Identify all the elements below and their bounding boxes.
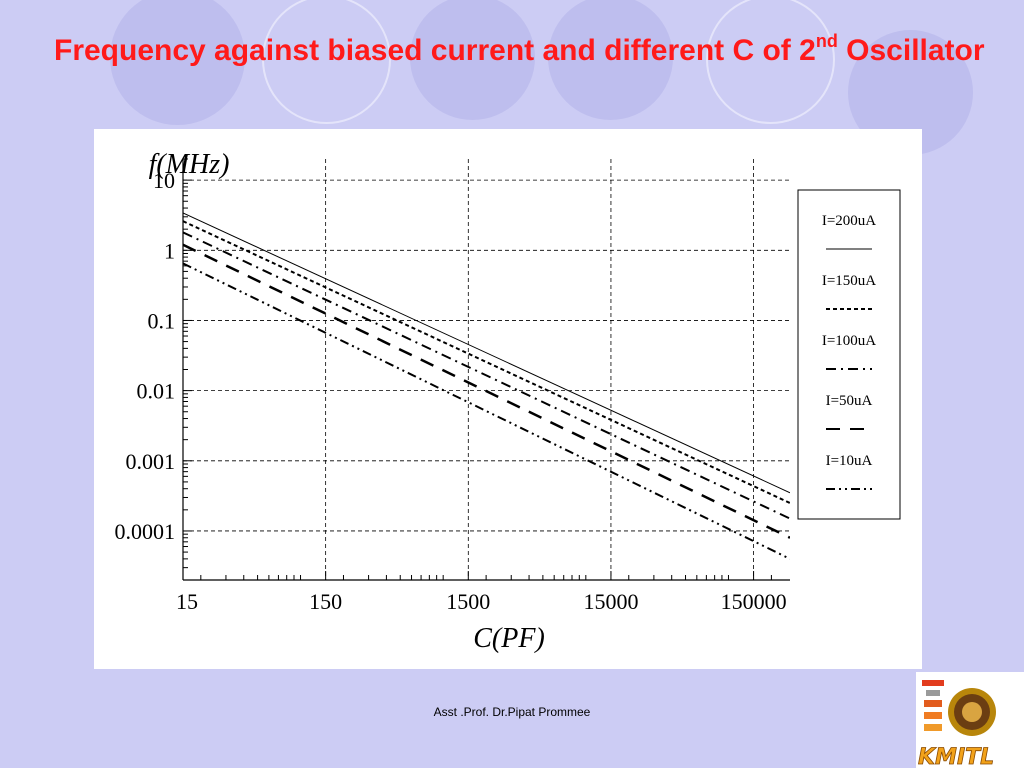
bg-circle [110,0,245,125]
y-axis-label: f(MHz) [149,149,230,180]
y-tick-label: 0.0001 [115,519,176,544]
x-tick-label: 15000 [583,589,638,614]
y-tick-label: 0.01 [137,379,176,404]
legend-entry: I=150uA [822,273,876,289]
title-superscript: nd [815,31,838,51]
title-main: Frequency against biased current and dif… [54,34,816,67]
series-line [183,243,790,539]
legend-entry: I=10uA [826,453,873,469]
x-axis-label: C(PF) [473,623,545,654]
bg-circle [410,0,535,120]
frequency-chart: 15 150 1500 15000 150000 10 1 0.1 0.01 0.001 0.000… [115,149,901,654]
bg-ring [706,0,835,124]
y-tick-label: 0.001 [126,449,176,474]
footer-author: Asst .Prof. Dr.Pipat Prommee [433,705,591,719]
slide-title: Frequency against biased current and dif… [54,30,994,72]
x-tick-label: 15 [176,589,198,614]
x-tick-label: 1500 [446,589,490,614]
svg-text:KMITL: KMITL [918,745,994,768]
series-line [183,231,790,520]
kmitl-logo: KMITL [916,672,1024,768]
series-line [183,262,790,560]
title-end: Oscillator [837,34,985,67]
legend-entry: I=200uA [822,213,876,229]
x-tick-label: 150 [309,589,342,614]
series-line [183,212,790,494]
chart-panel: 15 150 1500 15000 150000 10 1 0.1 0.01 0.001 0.000… [94,129,922,669]
x-tick-label: 150000 [721,589,787,614]
bg-ring [262,0,391,124]
y-tick-label: 1 [164,238,175,263]
y-tick-label: 0.1 [148,308,176,333]
legend-entry: I=100uA [822,333,876,349]
y-tick-label: 10 [153,168,175,193]
legend-box [797,189,901,520]
bg-circle [548,0,673,120]
legend-entry: I=50uA [826,393,873,409]
